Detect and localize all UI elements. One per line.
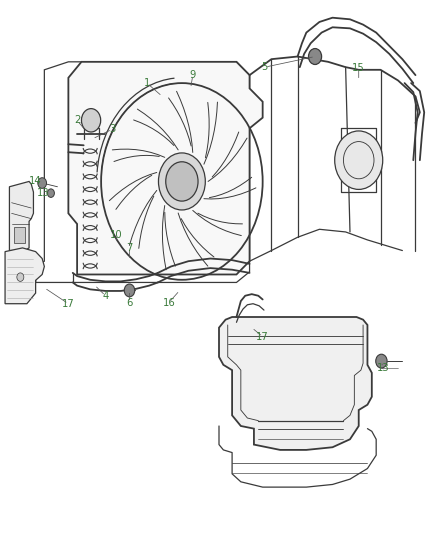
Polygon shape	[10, 181, 33, 251]
Text: 6: 6	[126, 297, 133, 308]
Circle shape	[47, 189, 54, 197]
Polygon shape	[5, 248, 44, 304]
Text: 5: 5	[261, 62, 268, 72]
Text: 1: 1	[144, 78, 150, 88]
Text: 3: 3	[109, 124, 115, 134]
Text: 15: 15	[352, 63, 365, 73]
Text: 13: 13	[37, 188, 50, 198]
Circle shape	[335, 131, 383, 189]
Circle shape	[308, 49, 321, 64]
Circle shape	[159, 153, 205, 210]
Circle shape	[124, 284, 135, 297]
Text: 14: 14	[28, 176, 41, 187]
Text: 9: 9	[190, 70, 196, 80]
Polygon shape	[68, 62, 263, 274]
Circle shape	[166, 162, 198, 201]
Text: 2: 2	[74, 115, 80, 125]
Text: 4: 4	[102, 290, 109, 301]
Text: 7: 7	[126, 243, 133, 253]
Text: 16: 16	[162, 297, 175, 308]
Text: 17: 17	[62, 298, 75, 309]
Circle shape	[81, 109, 101, 132]
Text: 13: 13	[376, 362, 389, 373]
Circle shape	[38, 177, 46, 188]
Circle shape	[376, 354, 387, 368]
Text: 10: 10	[110, 230, 123, 240]
Polygon shape	[219, 317, 372, 450]
Text: 17: 17	[256, 332, 269, 342]
Polygon shape	[14, 227, 25, 243]
Circle shape	[17, 273, 24, 281]
